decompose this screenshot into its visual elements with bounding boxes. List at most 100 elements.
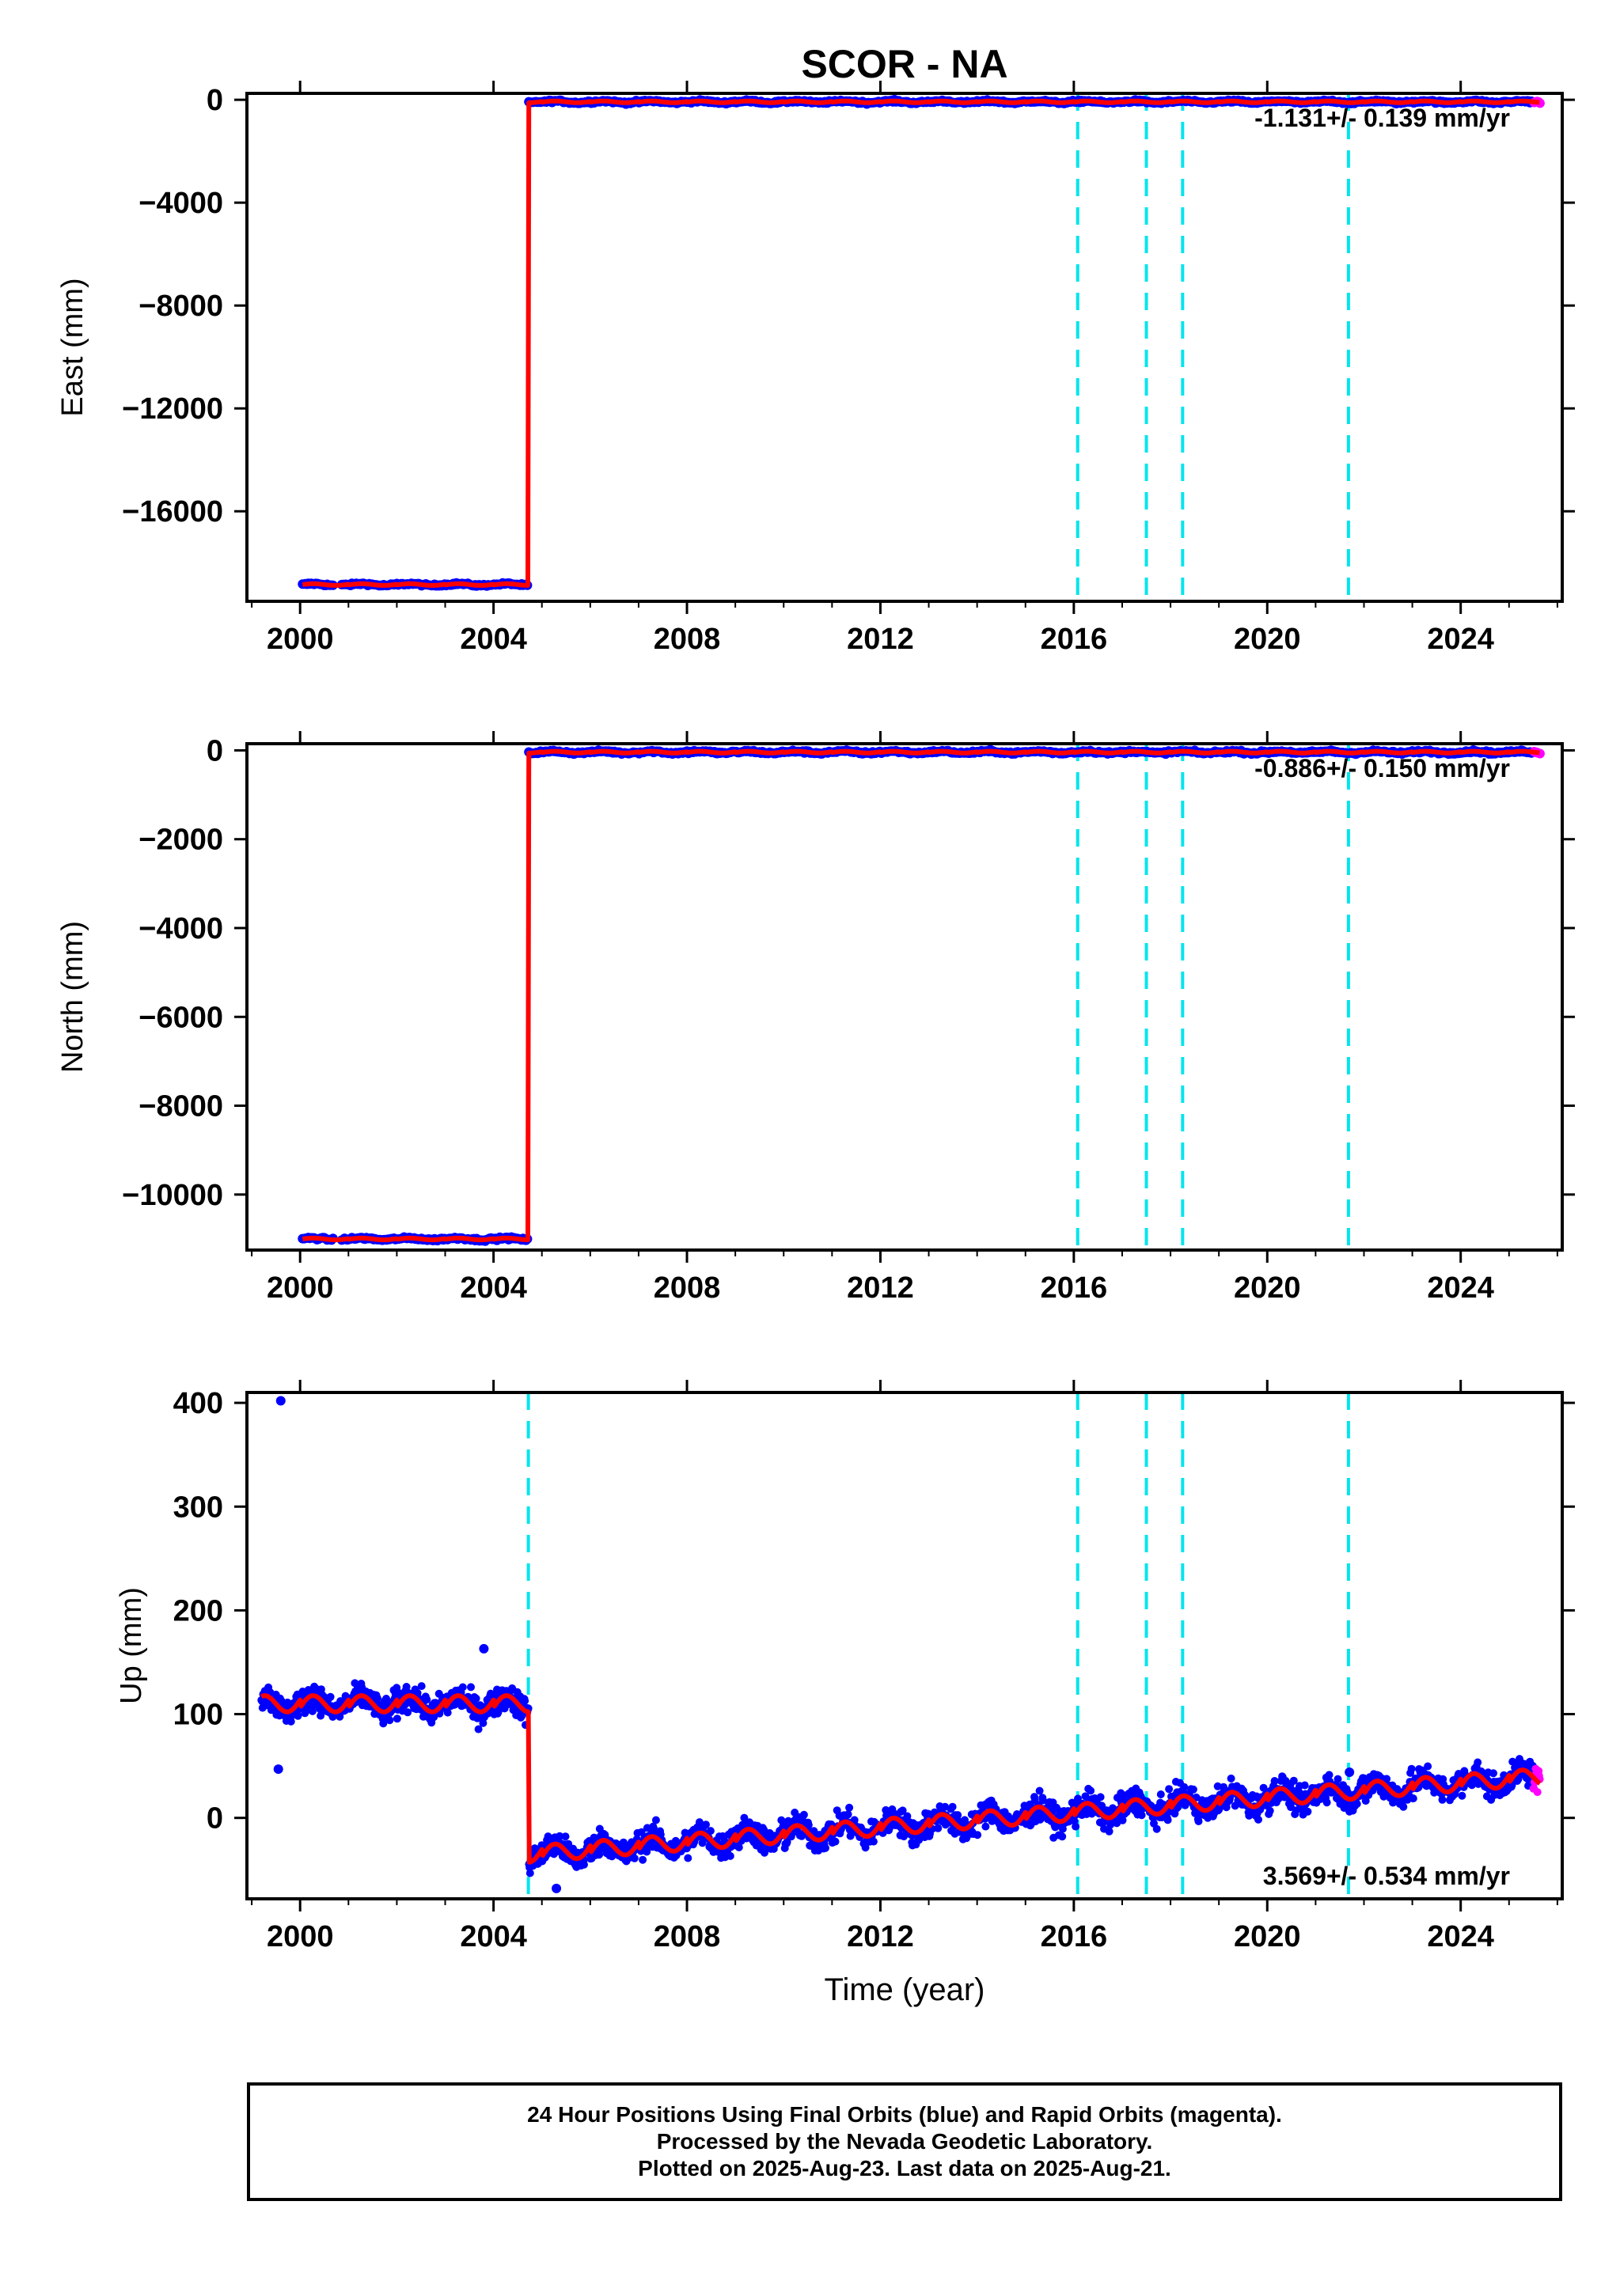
data-point xyxy=(1289,1776,1298,1785)
x-tick-label: 2020 xyxy=(1234,1271,1301,1305)
x-tick-label: 2024 xyxy=(1427,1920,1494,1953)
data-point xyxy=(804,1821,813,1829)
data-point xyxy=(417,1682,426,1691)
data-point xyxy=(1035,1786,1044,1795)
data-point xyxy=(1194,1817,1203,1825)
x-tick-label: 2012 xyxy=(847,1920,914,1953)
data-point xyxy=(1039,1796,1047,1805)
data-point xyxy=(544,1832,552,1841)
plot-area-north xyxy=(298,744,1545,1250)
y-tick-label: −2000 xyxy=(138,824,223,857)
data-point xyxy=(1152,1824,1161,1833)
data-point xyxy=(1424,1762,1432,1771)
y-axis-label: North (mm) xyxy=(56,921,89,1073)
x-tick-label: 2000 xyxy=(267,1271,334,1305)
outlier-point xyxy=(552,1883,562,1893)
model-fit-line xyxy=(301,748,1542,1243)
data-point xyxy=(831,1837,840,1846)
axes-frame xyxy=(245,92,1564,603)
x-tick-label: 2004 xyxy=(460,623,527,656)
x-tick-label: 2000 xyxy=(267,1920,334,1953)
data-point xyxy=(702,1821,710,1829)
data-point xyxy=(861,1843,870,1852)
data-point xyxy=(286,1717,295,1726)
x-tick-label: 2012 xyxy=(847,1271,914,1305)
x-tick-label: 2008 xyxy=(654,1271,721,1305)
plot-area-up xyxy=(257,1392,1544,1899)
data-point xyxy=(326,1692,335,1701)
data-point xyxy=(385,1716,394,1725)
data-point xyxy=(317,1711,325,1720)
y-tick-label: −10000 xyxy=(122,1179,223,1212)
data-point xyxy=(479,1718,488,1727)
outlier-point xyxy=(479,1643,489,1654)
data-point xyxy=(1058,1832,1067,1841)
data-point xyxy=(1137,1811,1146,1820)
data-point xyxy=(458,1683,467,1692)
data-point xyxy=(898,1806,907,1815)
data-point xyxy=(1105,1827,1114,1836)
data-point xyxy=(1087,1786,1095,1795)
axes-frame xyxy=(245,1391,1564,1900)
y-tick-label: 0 xyxy=(207,734,223,767)
data-point xyxy=(580,1860,588,1869)
data-point xyxy=(1113,1819,1121,1828)
data-point xyxy=(294,1711,302,1720)
x-tick-label: 2024 xyxy=(1427,1271,1494,1305)
y-tick-label: 100 xyxy=(173,1699,223,1732)
data-point xyxy=(308,1707,317,1715)
y-tick-label: 0 xyxy=(207,1802,223,1836)
y-tick-label: 400 xyxy=(173,1387,223,1420)
rapid-orbit-points xyxy=(1529,1764,1544,1797)
data-point xyxy=(821,1843,829,1852)
velocity-label: 3.569+/- 0.534 mm/yr xyxy=(1263,1862,1510,1890)
data-point xyxy=(443,1708,452,1717)
x-tick-label: 2000 xyxy=(267,623,334,656)
chart-title: SCOR - NA xyxy=(801,42,1007,86)
data-point xyxy=(472,1694,480,1703)
data-point xyxy=(761,1848,768,1857)
x-tick-label: 2008 xyxy=(654,1920,721,1953)
model-fit-line xyxy=(301,98,1542,588)
data-point xyxy=(1489,1769,1497,1778)
data-point xyxy=(1325,1771,1334,1779)
data-point xyxy=(1058,1824,1067,1833)
x-tick-label: 2012 xyxy=(847,623,914,656)
data-point xyxy=(1383,1775,1391,1783)
data-point xyxy=(1180,1783,1189,1791)
final-orbit-points xyxy=(298,94,1538,591)
y-tick-label: −8000 xyxy=(138,1090,223,1123)
data-point xyxy=(706,1827,715,1836)
model-fit-line xyxy=(260,1693,1542,1865)
data-point xyxy=(1265,1806,1274,1815)
data-point xyxy=(1533,1788,1542,1797)
x-tick-label: 2024 xyxy=(1427,623,1494,656)
footer-line-1: 24 Hour Positions Using Final Orbits (bl… xyxy=(527,2102,1282,2127)
data-point xyxy=(799,1810,808,1819)
data-point xyxy=(869,1837,878,1846)
data-point xyxy=(561,1832,570,1841)
y-tick-label: −16000 xyxy=(122,495,223,529)
data-point xyxy=(404,1708,412,1717)
outlier-point xyxy=(1345,1767,1355,1777)
data-point xyxy=(637,1828,646,1836)
data-point xyxy=(393,1714,401,1723)
data-point xyxy=(1322,1798,1331,1807)
y-tick-label: 0 xyxy=(207,84,223,117)
x-tick-label: 2020 xyxy=(1234,1920,1301,1953)
y-tick-label: −8000 xyxy=(138,290,223,323)
data-point xyxy=(430,1713,438,1722)
footer-info-box: 24 Hour Positions Using Final Orbits (bl… xyxy=(247,2082,1562,2201)
data-point xyxy=(1458,1791,1466,1800)
data-point xyxy=(402,1683,411,1691)
axes-frame xyxy=(245,742,1564,1252)
data-point xyxy=(525,1869,534,1877)
data-point xyxy=(1072,1822,1080,1831)
data-point xyxy=(1189,1785,1197,1794)
data-point xyxy=(777,1816,786,1824)
data-point xyxy=(734,1843,743,1851)
data-point xyxy=(1409,1794,1417,1803)
data-point xyxy=(1407,1764,1416,1773)
panel-north: 2000 2004 2008 2012 2016 2020 2024 0 −2000 −4000 −… xyxy=(56,731,1575,1305)
